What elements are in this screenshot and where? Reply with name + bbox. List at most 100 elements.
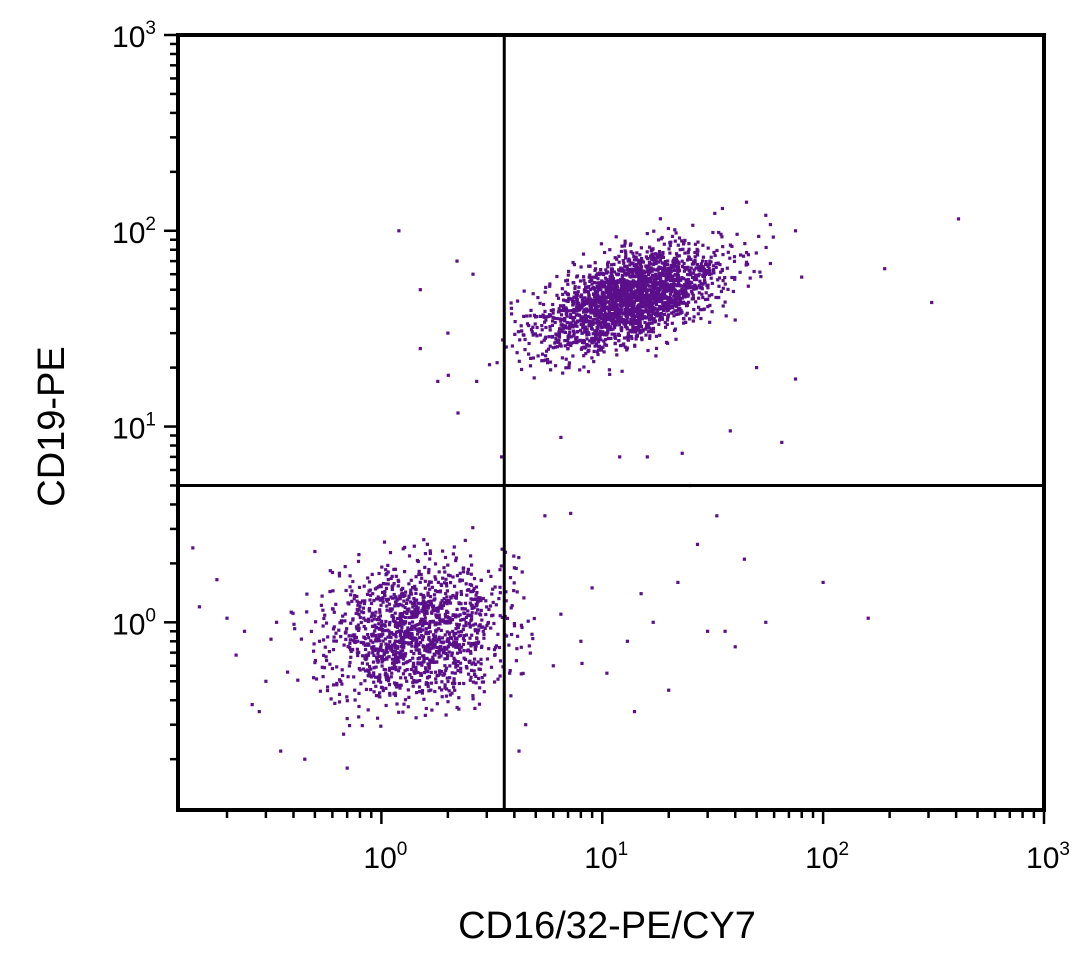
quadrant-gates bbox=[178, 35, 1044, 810]
data-point bbox=[585, 330, 589, 334]
data-point bbox=[551, 664, 555, 668]
data-point bbox=[557, 307, 561, 311]
data-point bbox=[579, 322, 583, 327]
data-point bbox=[669, 266, 673, 270]
data-point bbox=[393, 642, 397, 646]
data-point bbox=[516, 330, 520, 334]
data-point bbox=[637, 282, 641, 286]
data-point bbox=[654, 346, 659, 350]
data-point bbox=[617, 323, 621, 327]
data-point bbox=[479, 657, 483, 661]
data-point bbox=[652, 282, 656, 286]
data-point bbox=[451, 644, 456, 648]
data-point bbox=[405, 611, 409, 615]
data-point bbox=[716, 278, 720, 282]
data-point bbox=[742, 557, 746, 561]
data-point bbox=[482, 632, 486, 636]
data-point bbox=[331, 627, 336, 631]
data-point bbox=[396, 584, 400, 588]
data-point bbox=[393, 649, 397, 653]
data-point bbox=[452, 685, 456, 689]
data-point bbox=[340, 682, 344, 686]
data-point bbox=[651, 305, 655, 309]
data-point bbox=[513, 332, 517, 336]
data-point bbox=[571, 329, 575, 333]
data-point bbox=[619, 315, 623, 319]
data-point bbox=[394, 602, 398, 606]
data-point bbox=[580, 661, 584, 665]
data-point bbox=[339, 621, 343, 625]
data-point bbox=[554, 364, 558, 368]
data-point bbox=[571, 302, 576, 306]
data-point bbox=[351, 639, 356, 643]
data-point bbox=[441, 603, 445, 608]
data-point bbox=[622, 287, 626, 291]
data-point bbox=[652, 299, 656, 303]
data-point bbox=[380, 623, 384, 627]
data-point bbox=[622, 342, 626, 346]
data-point bbox=[563, 339, 567, 343]
data-point bbox=[699, 266, 703, 270]
data-point bbox=[595, 285, 599, 289]
data-point bbox=[412, 669, 416, 673]
data-point bbox=[713, 253, 717, 258]
data-point bbox=[407, 607, 411, 611]
data-point bbox=[412, 600, 416, 604]
data-point bbox=[345, 699, 349, 703]
data-point bbox=[364, 653, 369, 657]
data-point bbox=[652, 316, 656, 320]
data-point bbox=[393, 633, 397, 637]
data-point bbox=[362, 602, 367, 606]
data-point bbox=[607, 315, 611, 319]
data-point bbox=[381, 689, 385, 693]
data-point bbox=[655, 313, 659, 317]
data-point bbox=[468, 625, 472, 629]
data-point bbox=[651, 326, 655, 330]
data-point bbox=[357, 553, 361, 557]
data-point bbox=[574, 308, 578, 312]
data-point bbox=[470, 606, 474, 611]
data-point bbox=[590, 341, 594, 345]
data-point bbox=[705, 270, 709, 274]
data-point bbox=[573, 285, 577, 289]
data-point bbox=[437, 622, 441, 626]
data-point bbox=[418, 347, 422, 351]
data-point bbox=[699, 268, 703, 273]
data-point bbox=[639, 330, 643, 334]
data-point bbox=[343, 565, 347, 569]
data-point bbox=[386, 679, 391, 683]
data-point bbox=[436, 379, 440, 383]
data-point bbox=[500, 547, 504, 551]
data-point bbox=[469, 554, 473, 558]
data-point bbox=[359, 620, 363, 625]
data-point bbox=[486, 620, 490, 625]
data-point bbox=[643, 297, 647, 301]
data-point bbox=[606, 260, 610, 264]
data-point bbox=[637, 277, 642, 281]
data-point bbox=[703, 297, 708, 302]
data-point bbox=[555, 293, 559, 297]
data-point bbox=[435, 622, 439, 626]
data-point bbox=[689, 266, 693, 270]
data-point bbox=[665, 296, 669, 300]
data-point bbox=[428, 551, 432, 555]
data-point bbox=[407, 621, 412, 625]
data-point bbox=[587, 284, 591, 289]
data-point bbox=[640, 304, 644, 308]
data-point bbox=[543, 290, 547, 294]
data-point bbox=[403, 669, 407, 673]
data-point bbox=[457, 681, 461, 686]
data-point bbox=[439, 648, 443, 652]
data-point bbox=[764, 213, 768, 217]
data-point bbox=[455, 259, 459, 263]
data-point bbox=[508, 576, 513, 580]
data-point bbox=[430, 620, 434, 624]
data-point bbox=[625, 303, 630, 307]
data-point bbox=[451, 593, 455, 598]
data-point bbox=[623, 345, 627, 349]
data-point bbox=[405, 628, 409, 632]
data-point bbox=[555, 333, 559, 337]
data-point bbox=[746, 253, 750, 257]
data-point bbox=[325, 689, 330, 693]
data-point bbox=[663, 264, 667, 269]
